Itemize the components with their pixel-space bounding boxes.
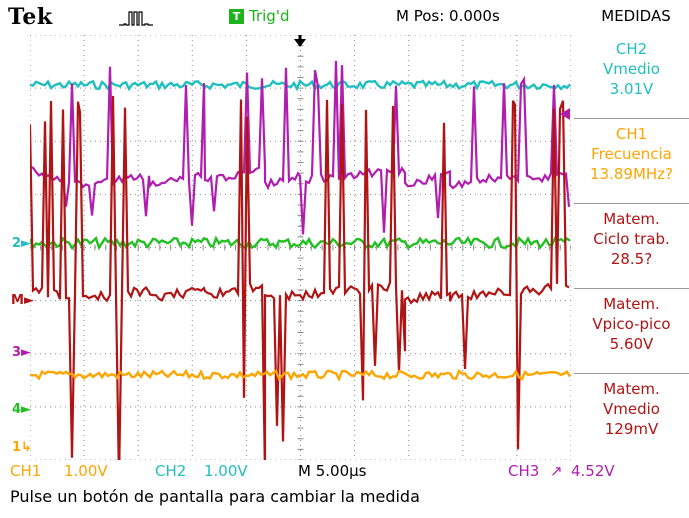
measurement-source: CH2	[615, 40, 648, 58]
measurement-panel: CH2 Vmedio 3.01V CH1 Frecuencia 13.89MHz…	[574, 34, 689, 460]
menu-title: MEDIDAS	[601, 7, 671, 25]
waveform-display	[30, 35, 571, 460]
measurement-source: Matem.	[603, 210, 660, 228]
ch2-marker[interactable]: 2►	[12, 236, 32, 251]
timebase: M 5.00µs	[298, 462, 367, 480]
measurement-type: Vmedio	[603, 60, 660, 78]
trigger-level-icon	[560, 108, 570, 120]
trigger-status: T Trig'd	[229, 7, 289, 25]
ch2-scale: 1.00V	[204, 462, 248, 480]
measurement-value: 5.60V	[609, 335, 654, 353]
math-marker[interactable]: M►	[11, 293, 34, 308]
graticule	[30, 35, 571, 460]
brand-logo: Tek	[8, 4, 53, 30]
horizontal-position: M Pos: 0.000s	[396, 7, 500, 25]
measurement-type: Frecuencia	[591, 145, 672, 163]
measurement-type: Vmedio	[603, 400, 660, 418]
measurement-1[interactable]: CH2 Vmedio 3.01V	[574, 34, 689, 119]
rising-edge-icon: ↗	[550, 462, 563, 480]
trigger-source: CH3	[508, 462, 540, 480]
ch1-marker[interactable]: 1↳	[12, 440, 32, 455]
ch4-marker[interactable]: 4►	[12, 402, 32, 417]
measurement-type: Ciclo trab.	[593, 230, 670, 248]
measurement-value: 28.5?	[610, 250, 653, 268]
status-message: Pulse un botón de pantalla para cambiar …	[10, 487, 420, 506]
scale-readout-bar: CH1 1.00V CH2 1.00V M 5.00µs CH3 ↗ 4.52V	[0, 462, 689, 484]
math-waveform	[30, 95, 570, 460]
measurement-value: 3.01V	[609, 80, 654, 98]
measurement-source: CH1	[615, 125, 648, 143]
ch2-label: CH2	[155, 462, 187, 480]
trigger-icon: T	[229, 9, 244, 24]
status-header: Tek T Trig'd M Pos: 0.000s MEDIDAS	[0, 0, 689, 34]
ch3-marker[interactable]: 3►	[12, 345, 32, 360]
pulse-waveform-icon	[119, 11, 153, 26]
measurement-5[interactable]: Matem. Vmedio 129mV	[574, 374, 689, 460]
measurement-value: 13.89MHz?	[590, 165, 673, 183]
measurement-type: Vpico-pico	[592, 315, 671, 333]
measurement-2[interactable]: CH1 Frecuencia 13.89MHz?	[574, 119, 689, 204]
ch4-waveform	[30, 235, 571, 251]
measurement-source: Matem.	[603, 295, 660, 313]
ch3-waveform	[30, 60, 571, 235]
trigger-position-icon	[294, 39, 306, 47]
ch1-label: CH1	[10, 462, 42, 480]
trigger-level: 4.52V	[571, 462, 615, 480]
measurement-value: 129mV	[604, 420, 659, 438]
ch1-scale: 1.00V	[64, 462, 108, 480]
ch2-waveform	[30, 79, 571, 92]
ch1-waveform	[30, 368, 571, 382]
measurement-3[interactable]: Matem. Ciclo trab. 28.5?	[574, 204, 689, 289]
trigger-status-label: Trig'd	[249, 7, 290, 25]
measurement-source: Matem.	[603, 380, 660, 398]
measurement-4[interactable]: Matem. Vpico-pico 5.60V	[574, 289, 689, 374]
